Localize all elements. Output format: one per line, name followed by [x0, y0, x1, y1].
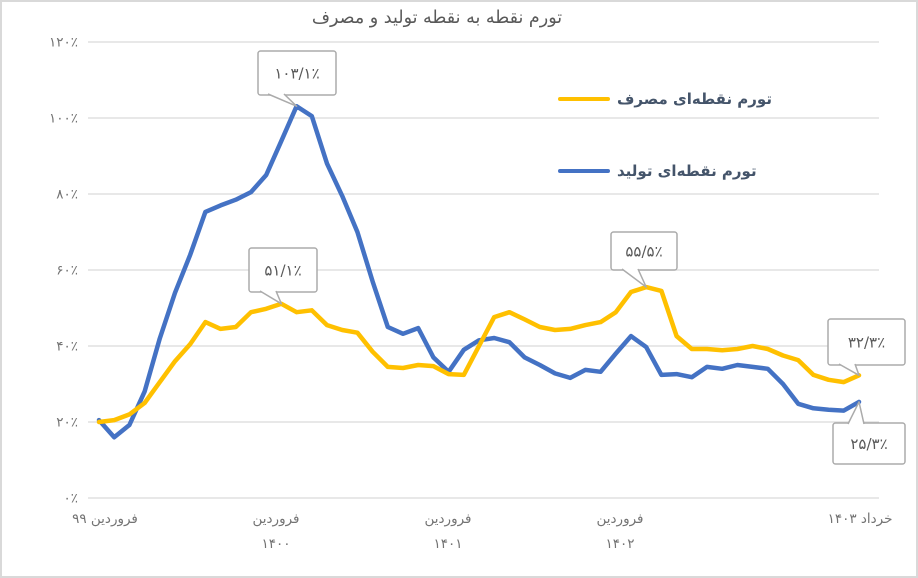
x-tick-label: فروردین ۹۹ [72, 511, 138, 527]
y-tick-label: ۸۰٪ [56, 187, 78, 203]
callout-label: ۱۰۳/۱٪ [274, 65, 319, 83]
y-tick-label: ۲۰٪ [56, 415, 78, 431]
x-axis-labels: فروردین ۹۹ فروردین ۱۴۰۰ فروردین ۱۴۰۱ فروردین ۱… [72, 511, 892, 552]
y-tick-label: ۱۰۰٪ [49, 111, 78, 127]
callout-box [832, 422, 906, 465]
callout-label: ۵۱/۱٪ [264, 262, 301, 280]
callout-pointer [847, 401, 865, 425]
x-tick-label: فروردین [597, 511, 644, 527]
legend-item-producer: تورم نقطه‌ای تولید [558, 162, 757, 180]
y-tick-label: ۰٪ [63, 491, 78, 507]
callout-pointer [259, 290, 283, 305]
x-tick-label: ۱۴۰۰ [261, 536, 290, 552]
x-tick-label: خرداد ۱۴۰۳ [828, 511, 893, 527]
y-tick-label: ۶۰٪ [56, 263, 78, 279]
gridlines [88, 41, 879, 499]
y-axis-labels: ۰٪ ۲۰٪ ۴۰٪ ۶۰٪ ۸۰٪ ۱۰۰٪ ۱۲۰٪ [49, 35, 78, 507]
callout-consumer-51.1: ۵۱/۱٪ [248, 247, 318, 305]
callout-consumer-55.5: ۵۵/۵٪ [610, 231, 678, 288]
legend-label-producer: تورم نقطه‌ای تولید [617, 162, 757, 180]
callout-pointer [838, 363, 860, 377]
legend-item-consumer: تورم نقطه‌ای مصرف [558, 90, 772, 108]
y-tick-label: ۱۲۰٪ [49, 35, 78, 51]
x-tick-label: فروردین [425, 511, 472, 527]
y-tick-label: ۴۰٪ [56, 339, 78, 355]
callout-box [827, 318, 906, 366]
x-tick-label: فروردین [253, 511, 300, 527]
series-line-producer [96, 103, 862, 440]
callout-pointer [621, 268, 647, 288]
x-tick-label: ۱۴۰۱ [433, 536, 462, 552]
callout-box [610, 231, 678, 271]
series-line-consumer [96, 284, 862, 425]
legend-swatch-consumer-icon [558, 96, 610, 102]
callout-pointer [267, 93, 298, 107]
callout-label: ۲۵/۳٪ [850, 435, 887, 453]
callout-producer-103.1: ۱۰۳/۱٪ [257, 50, 337, 107]
legend-swatch-producer-icon [558, 168, 610, 174]
callout-label: ۵۵/۵٪ [625, 243, 662, 261]
chart-title: تورم نقطه به نقطه تولید و مصرف [311, 8, 563, 28]
callout-producer-25.3: ۲۵/۳٪ [832, 401, 906, 465]
callout-box [248, 247, 318, 293]
callout-label: ۳۲/۳٪ [848, 334, 885, 352]
x-tick-label: ۱۴۰۲ [605, 536, 634, 552]
callout-consumer-32.3: ۳۲/۳٪ [827, 318, 906, 377]
legend-label-consumer: تورم نقطه‌ای مصرف [617, 90, 772, 108]
callout-box [257, 50, 337, 96]
